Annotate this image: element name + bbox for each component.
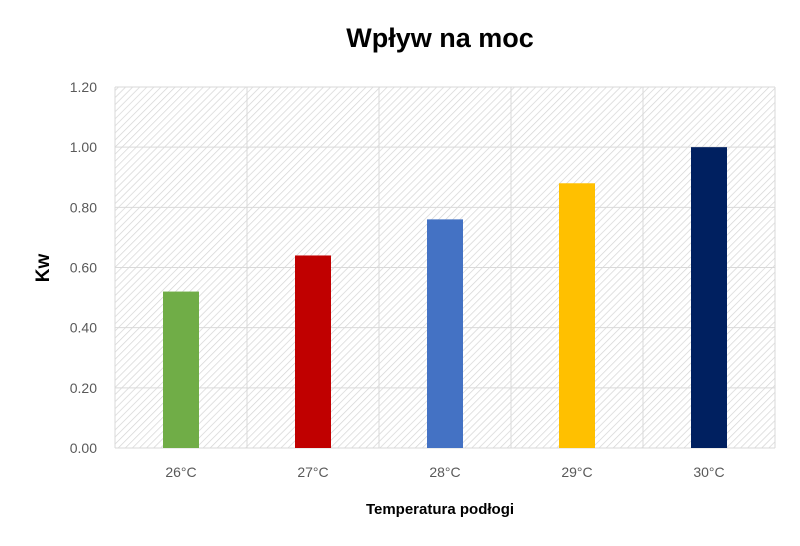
y-tick-label: 0.20 [70,380,97,396]
x-tick-label: 26°C [165,464,196,480]
x-tick-label: 29°C [561,464,592,480]
x-tick-label: 30°C [693,464,724,480]
y-tick-label: 0.60 [70,260,97,276]
y-tick-label: 0.80 [70,199,97,215]
x-tick-label: 27°C [297,464,328,480]
bar [295,255,331,448]
y-axis-ticks: 0.00 0.20 0.40 0.60 0.80 1.00 1.20 [70,79,97,456]
x-axis-ticks: 26°C 27°C 28°C 29°C 30°C [165,464,724,480]
bar [163,291,199,448]
bar [427,219,463,448]
bar [559,183,595,448]
y-tick-label: 0.40 [70,320,97,336]
y-tick-label: 1.00 [70,139,97,155]
bar [691,147,727,448]
y-axis-label: Kw [33,254,54,283]
x-tick-label: 28°C [429,464,460,480]
y-tick-label: 0.00 [70,440,97,456]
chart-title: Wpływ na moc [346,23,534,53]
x-axis-label: Temperatura podłogi [366,501,514,518]
y-tick-label: 1.20 [70,79,97,95]
bars [163,147,727,448]
